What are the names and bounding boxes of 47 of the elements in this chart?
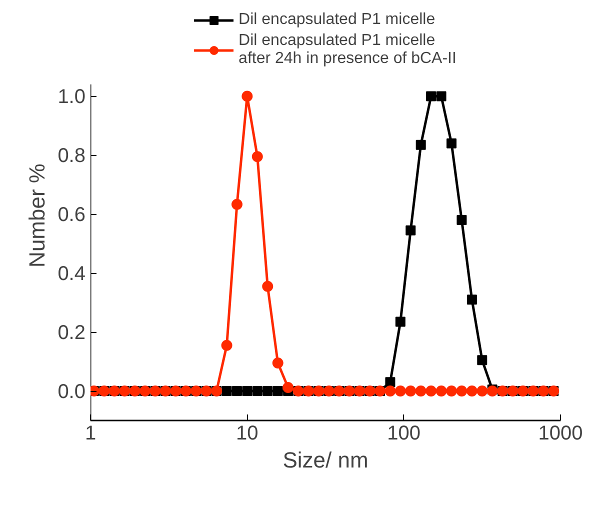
point	[426, 386, 437, 397]
point	[252, 386, 262, 396]
point	[394, 386, 406, 397]
y-tick-label: 0.4	[58, 263, 86, 286]
point	[466, 386, 478, 397]
point	[456, 386, 468, 397]
point	[476, 386, 488, 397]
y-tick-label: 0.2	[58, 322, 86, 344]
point	[221, 340, 232, 351]
point	[426, 91, 436, 102]
point	[262, 386, 273, 396]
x-tick-label: 1000	[538, 422, 583, 444]
y-tick-label: 1.0	[58, 86, 86, 108]
point	[446, 386, 458, 397]
y-tick-label: 0.0	[58, 381, 86, 404]
point	[222, 386, 232, 396]
point	[242, 90, 253, 102]
point	[415, 386, 426, 397]
x-axis-title: Size/ nm	[282, 448, 368, 472]
point	[242, 386, 252, 396]
point	[436, 386, 447, 397]
point	[252, 151, 263, 162]
legend-label: Dil encapsulated P1 micelle	[238, 11, 436, 29]
point	[262, 280, 274, 292]
point	[395, 316, 406, 327]
point	[272, 386, 283, 396]
x-tick-label: 10	[236, 422, 258, 444]
point	[406, 225, 416, 236]
x-tick-label: 1	[84, 422, 96, 444]
point	[384, 386, 396, 397]
y-axis-title: Number %	[24, 164, 50, 268]
point	[456, 215, 467, 226]
point	[232, 386, 242, 396]
point	[446, 138, 457, 148]
y-tick-label: 0.8	[58, 145, 86, 168]
point	[436, 91, 446, 102]
point	[466, 294, 477, 305]
point	[416, 140, 426, 150]
point	[231, 198, 242, 210]
point	[282, 382, 294, 393]
point	[405, 386, 416, 397]
point	[272, 358, 284, 369]
point	[385, 377, 396, 388]
x-tick-label: 100	[387, 422, 421, 444]
legend-label: Dil encapsulated P1 micelle after 24h in presence of bCA-II	[238, 32, 456, 68]
y-tick-label: 0.6	[58, 204, 86, 226]
point	[477, 355, 488, 366]
